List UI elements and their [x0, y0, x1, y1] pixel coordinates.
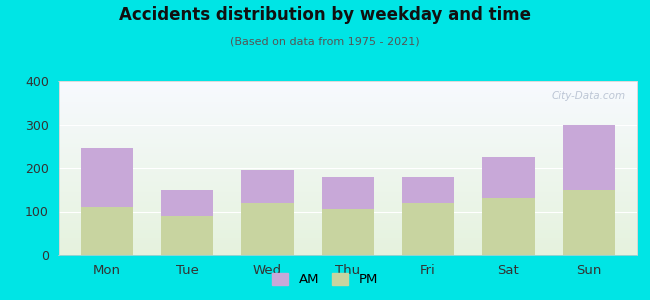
Bar	[563, 190, 615, 255]
Text: City-Data.com: City-Data.com	[551, 92, 625, 101]
Bar	[322, 209, 374, 255]
Bar	[482, 199, 534, 255]
Text: (Based on data from 1975 - 2021): (Based on data from 1975 - 2021)	[230, 36, 420, 46]
Bar	[161, 190, 213, 216]
Bar	[241, 170, 294, 203]
Bar	[322, 177, 374, 209]
Bar	[402, 177, 454, 203]
Bar	[482, 157, 534, 199]
Bar	[161, 216, 213, 255]
Text: Accidents distribution by weekday and time: Accidents distribution by weekday and ti…	[119, 6, 531, 24]
Bar	[241, 203, 294, 255]
Legend: AM, PM: AM, PM	[268, 269, 382, 290]
Bar	[563, 124, 615, 190]
Bar	[81, 148, 133, 207]
Bar	[402, 203, 454, 255]
Bar	[81, 207, 133, 255]
